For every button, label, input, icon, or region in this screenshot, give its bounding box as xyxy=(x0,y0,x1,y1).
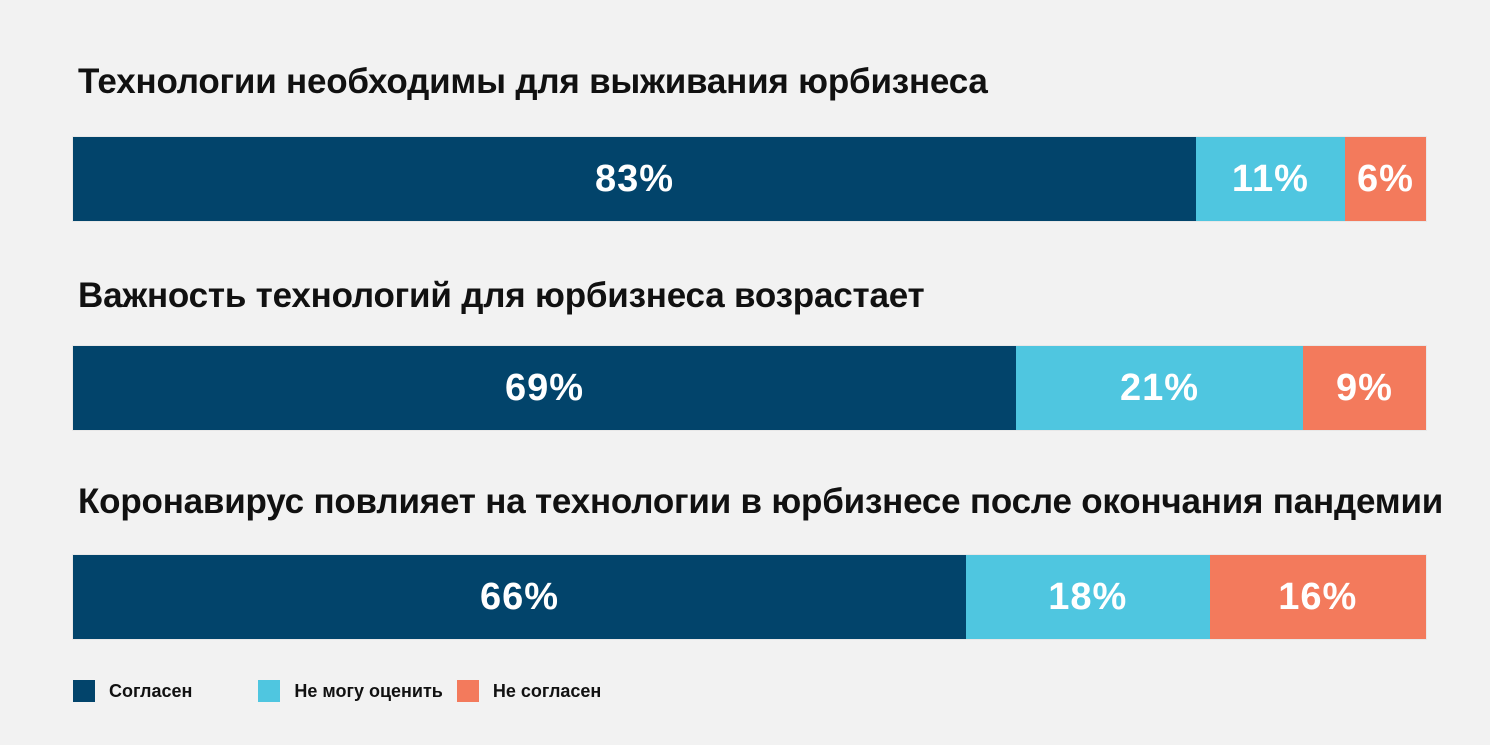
legend-swatch xyxy=(258,680,281,702)
data-label: 69% xyxy=(504,366,585,409)
bar-segment-disagree: 16% xyxy=(1209,555,1426,639)
stacked-bar-2: 69% 21% 9% xyxy=(73,346,1426,430)
data-label: 9% xyxy=(1336,366,1393,409)
data-label: 66% xyxy=(479,575,560,618)
legend-label: Не согласен xyxy=(492,680,602,701)
data-label: 16% xyxy=(1278,575,1358,618)
legend: Согласен Не могу оценить Не согласен xyxy=(73,679,601,703)
data-label: 83% xyxy=(594,157,675,200)
stacked-bar-1: 83% 11% 6% xyxy=(73,137,1426,221)
data-label: 6% xyxy=(1356,157,1414,200)
data-label: 21% xyxy=(1119,366,1200,409)
question-title-1: Технологии необходимы для выживания юрби… xyxy=(78,62,988,101)
legend-swatch xyxy=(456,680,479,702)
bar-segment-unsure: 11% xyxy=(1195,137,1345,221)
bar-segment-disagree: 9% xyxy=(1303,346,1426,430)
bar-segment-agree: 69% xyxy=(73,346,1016,430)
legend-label: Согласен xyxy=(109,680,193,701)
legend-swatch xyxy=(73,680,95,702)
bar-segment-disagree: 6% xyxy=(1344,137,1426,221)
legend-item-unsure: Не могу оценить xyxy=(258,680,443,702)
question-title-3: Коронавирус повлияет на технологии в юрб… xyxy=(78,482,1444,521)
bar-segment-agree: 83% xyxy=(73,137,1196,221)
data-label: 11% xyxy=(1231,157,1309,200)
question-title-2: Важность технологий для юрбизнеса возрас… xyxy=(78,276,925,315)
legend-item-disagree: Не согласен xyxy=(456,680,602,702)
bar-segment-agree: 66% xyxy=(73,555,966,639)
data-label: 18% xyxy=(1048,575,1128,618)
bar-segment-unsure: 21% xyxy=(1016,346,1303,430)
stacked-bar-3: 66% 18% 16% xyxy=(73,555,1426,639)
bar-segment-unsure: 18% xyxy=(965,555,1210,639)
legend-item-agree: Согласен xyxy=(73,680,192,702)
legend-label: Не могу оценить xyxy=(294,680,443,701)
